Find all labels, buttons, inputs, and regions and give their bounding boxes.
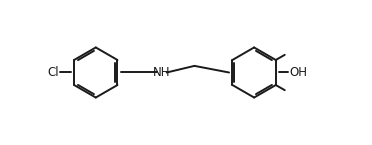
Text: NH: NH [153,66,171,79]
Text: OH: OH [289,66,308,79]
Text: Cl: Cl [47,66,59,79]
